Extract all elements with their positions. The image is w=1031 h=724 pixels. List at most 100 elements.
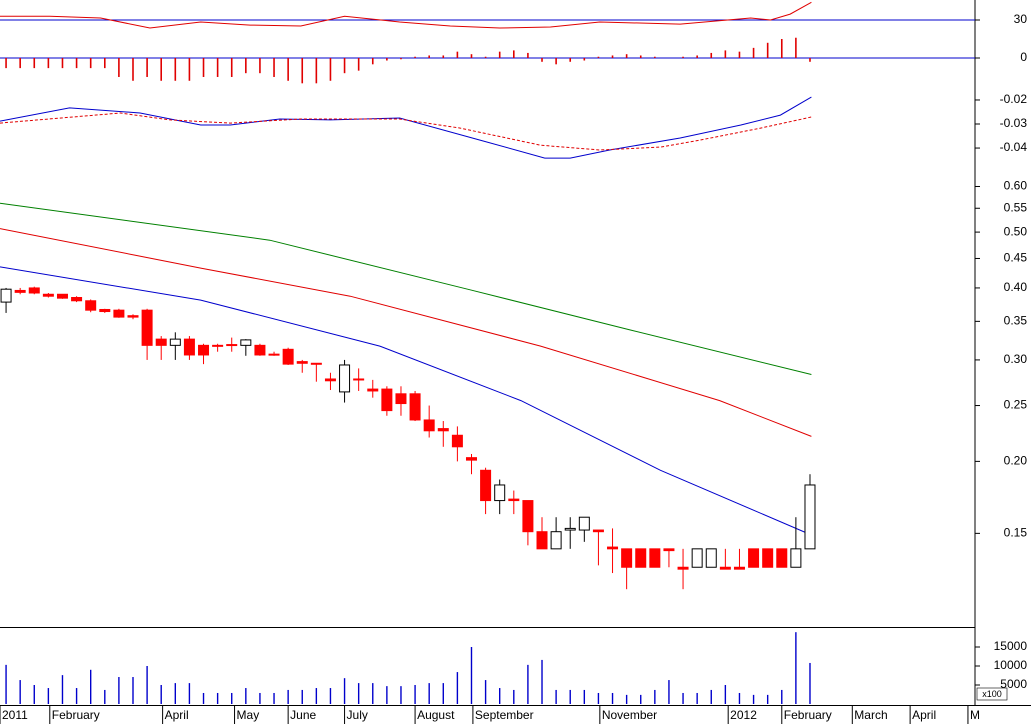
candle-body (113, 309, 125, 318)
candle-body (592, 529, 604, 533)
candle-body (564, 527, 576, 531)
candle-body (226, 344, 238, 347)
line-series (0, 228, 812, 437)
candle-body (381, 388, 393, 412)
x-tick-label: February (52, 708, 100, 722)
y-tick-label: 15000 (994, 639, 1028, 653)
y-tick-label: 5000 (1000, 677, 1027, 691)
candle-body (550, 531, 562, 550)
y-tick-label: 0.60 (1004, 179, 1028, 193)
candle-body (254, 344, 266, 356)
y-tick-label: 0.30 (1004, 352, 1028, 366)
candle-body (0, 288, 12, 303)
candle-body (212, 344, 224, 347)
line-series (0, 112, 812, 151)
candle-body (367, 388, 379, 392)
y-tick-label: -0.03 (1000, 116, 1028, 130)
candle-body (522, 500, 534, 533)
candle-body (127, 315, 139, 318)
candle-body (776, 548, 788, 568)
candle-body (339, 364, 351, 393)
candle-body (71, 297, 83, 302)
candle-body (282, 348, 294, 365)
line-series (0, 96, 812, 159)
candle-body (28, 287, 40, 294)
candle-body (705, 548, 717, 568)
candle-body (536, 531, 548, 550)
candle-body (99, 308, 111, 313)
x-tick-label: November (602, 708, 657, 722)
candle-body (719, 566, 731, 570)
x-tick-label: September (475, 708, 534, 722)
y-tick-label: 0.25 (1004, 398, 1028, 412)
x-tick-label: April (165, 708, 189, 722)
x-tick-label: August (417, 708, 455, 722)
candle-body (437, 428, 449, 432)
candle-body (56, 293, 68, 299)
candle-body (14, 289, 26, 293)
candle-body (635, 548, 647, 568)
candle-body (804, 484, 816, 550)
y-tick-label: 0.55 (1004, 200, 1028, 214)
y-tick-label: 0.40 (1004, 280, 1028, 294)
candle-body (508, 498, 520, 502)
unit-label: x100 (982, 689, 1002, 699)
candle-body (409, 393, 421, 421)
candle-body (621, 548, 633, 568)
candle-body (691, 548, 703, 568)
y-tick-label: -0.02 (1000, 92, 1028, 106)
candle-body (395, 393, 407, 405)
candle-body (155, 338, 167, 346)
candle-body (733, 566, 745, 570)
candle-body (480, 469, 492, 502)
candle-body (268, 353, 280, 356)
candle-body (451, 434, 463, 448)
candle-body (762, 548, 774, 568)
x-tick-label: 2011 (2, 708, 28, 722)
candle-body (310, 362, 322, 365)
x-tick-label: February (784, 708, 832, 722)
x-tick-label: M (970, 708, 980, 722)
candle-body (607, 546, 619, 550)
candle-body (240, 339, 252, 346)
x-tick-label: May (237, 708, 260, 722)
y-tick-label: 30 (1014, 12, 1028, 26)
candle-body (677, 566, 689, 570)
candle-body (85, 300, 97, 311)
candle-body (42, 293, 54, 297)
candle-body (649, 548, 661, 568)
line-series (0, 202, 812, 375)
candle-body (324, 378, 336, 382)
candle-body (465, 457, 477, 461)
candle-body (790, 548, 802, 568)
unit-box (976, 687, 1008, 701)
y-tick-label: 0 (1020, 50, 1027, 64)
line-series (0, 266, 812, 536)
y-tick-label: -0.04 (1000, 140, 1028, 154)
candle-body (141, 309, 153, 346)
y-tick-label: 0.15 (1004, 526, 1028, 540)
y-tick-label: 0.50 (1004, 224, 1028, 238)
x-tick-label: June (290, 708, 316, 722)
candle-body (578, 516, 590, 531)
x-tick-label: April (912, 708, 936, 722)
line-series (0, 1, 812, 29)
candle-body (423, 419, 435, 432)
y-tick-label: 0.20 (1004, 454, 1028, 468)
candle-body (198, 344, 210, 356)
candle-body (296, 361, 308, 364)
candle-body (663, 548, 675, 552)
candle-body (494, 484, 506, 502)
candle-body (169, 338, 181, 346)
y-tick-label: 10000 (994, 658, 1028, 672)
x-tick-label: July (347, 708, 368, 722)
y-tick-label: 0.35 (1004, 314, 1028, 328)
candle-body (353, 378, 365, 381)
x-tick-label: 2012 (730, 708, 757, 722)
x-tick-label: March (854, 708, 887, 722)
y-tick-label: 0.45 (1004, 251, 1028, 265)
candle-body (748, 548, 760, 568)
candle-body (183, 338, 195, 356)
